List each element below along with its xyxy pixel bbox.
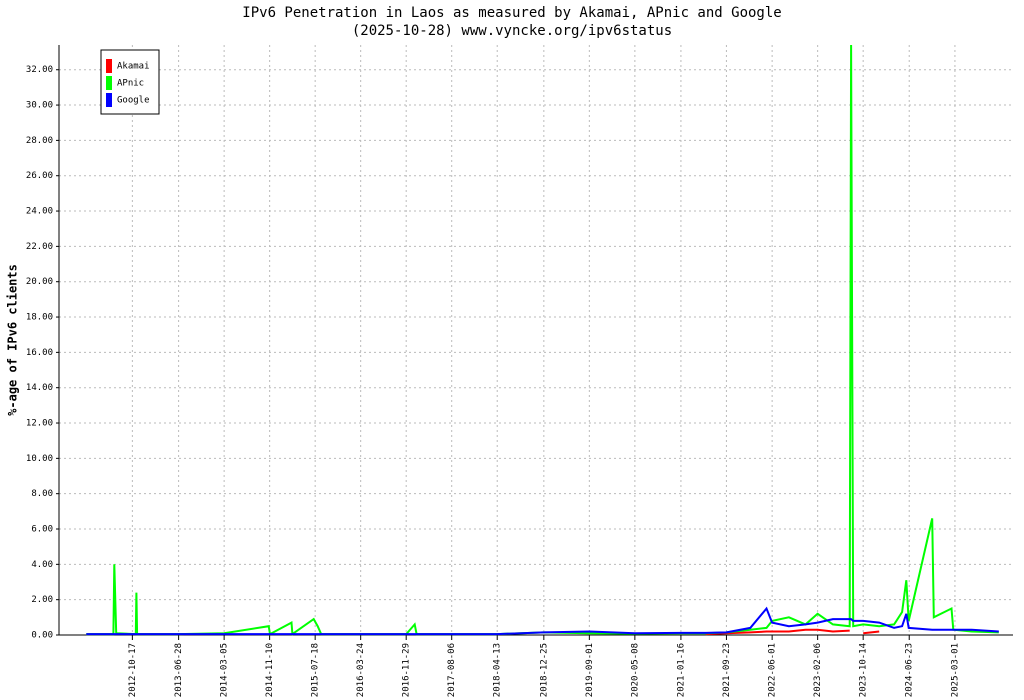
y-tick-label: 8.00	[31, 489, 53, 499]
data-line	[705, 628, 880, 636]
y-tick-label: 2.00	[31, 595, 53, 605]
legend-swatch	[106, 76, 112, 90]
legend-swatch	[106, 93, 112, 107]
x-tick-label: 2013-06-28	[174, 643, 184, 697]
y-axis-label: %-age of IPv6 clients	[6, 264, 20, 416]
y-tick-label: 28.00	[26, 136, 53, 146]
x-tick-label: 2015-07-18	[311, 643, 321, 697]
y-tick-label: 22.00	[26, 242, 53, 252]
y-tick-label: 0.00	[31, 631, 53, 641]
x-tick-label: 2021-01-16	[676, 643, 686, 697]
y-tick-label: 12.00	[26, 419, 53, 429]
y-tick-label: 20.00	[26, 277, 53, 287]
y-tick-label: 10.00	[26, 454, 53, 464]
y-tick-label: 6.00	[31, 525, 53, 535]
y-tick-label: 4.00	[31, 560, 53, 570]
legend-label: Google	[117, 96, 150, 106]
x-tick-label: 2014-03-05	[220, 643, 230, 697]
data-line	[86, 606, 999, 636]
x-tick-label: 2012-10-17	[128, 643, 138, 697]
x-tick-label: 2019-09-01	[585, 643, 595, 697]
y-tick-label: 16.00	[26, 348, 53, 358]
y-tick-label: 14.00	[26, 383, 53, 393]
x-tick-label: 2018-12-25	[539, 643, 549, 697]
x-tick-label: 2020-05-08	[630, 643, 640, 697]
x-tick-label: 2016-11-29	[402, 643, 412, 697]
legend-label: Akamai	[117, 62, 150, 72]
x-tick-label: 2024-06-23	[905, 643, 915, 697]
chart-subtitle: (2025-10-28) www.vyncke.org/ipv6status	[352, 23, 672, 39]
y-tick-label: 26.00	[26, 171, 53, 181]
y-tick-label: 32.00	[26, 65, 53, 75]
x-tick-label: 2014-11-10	[265, 643, 275, 697]
x-tick-label: 2016-03-24	[356, 643, 366, 697]
x-tick-label: 2017-08-06	[447, 643, 457, 697]
x-tick-label: 2023-02-06	[813, 643, 823, 697]
y-tick-label: 24.00	[26, 207, 53, 217]
x-tick-label: 2023-10-14	[859, 643, 869, 697]
legend-label: APnic	[117, 79, 144, 89]
legend-swatch	[106, 59, 112, 73]
x-tick-label: 2021-09-23	[722, 643, 732, 697]
x-tick-label: 2018-04-13	[493, 643, 503, 697]
x-tick-label: 2025-03-01	[950, 643, 960, 697]
y-tick-label: 18.00	[26, 313, 53, 323]
y-tick-label: 30.00	[26, 101, 53, 111]
data-line	[86, 44, 999, 636]
chart-title: IPv6 Penetration in Laos as measured by …	[242, 5, 781, 21]
x-tick-label: 2022-06-01	[768, 643, 778, 697]
